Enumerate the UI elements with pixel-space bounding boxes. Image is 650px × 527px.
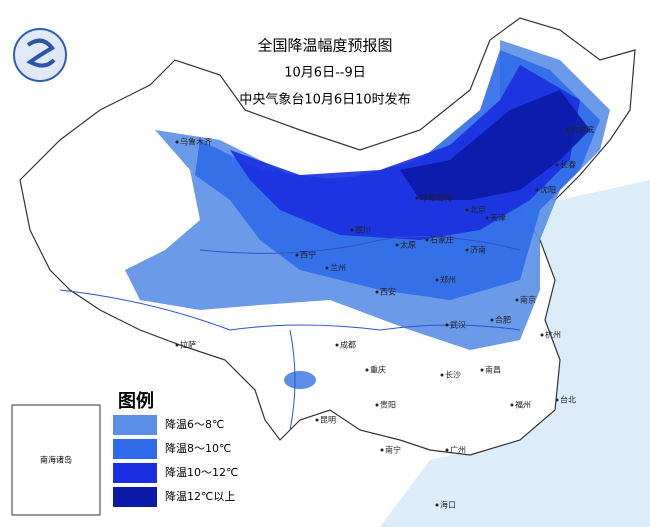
city-label: 哈尔滨 [570, 125, 594, 135]
city-dot [445, 448, 449, 452]
sea [380, 180, 650, 527]
city-dot [435, 278, 439, 282]
map-issuer: 中央气象台10月6日10时发布 [239, 92, 410, 108]
legend-swatch [113, 439, 157, 459]
city-dot [540, 333, 544, 337]
city-label: 贵阳 [380, 400, 396, 410]
city-dot [445, 323, 449, 327]
city-dot [415, 196, 419, 200]
city-label: 台北 [560, 395, 576, 405]
city-label: 广州 [450, 445, 466, 455]
city-dot [175, 140, 179, 144]
city-dot [425, 238, 429, 242]
city-dot [395, 243, 399, 247]
legend-label: 降温12℃以上 [165, 489, 235, 503]
city-label: 成都 [340, 340, 356, 350]
city-label: 西安 [380, 287, 396, 297]
legend-swatch [113, 415, 157, 435]
city-label: 南宁 [385, 445, 401, 455]
city-label: 沈阳 [540, 185, 556, 195]
city-dot [535, 188, 539, 192]
city-label: 呼和浩特 [420, 193, 452, 203]
city-dot [380, 448, 384, 452]
city-dot [515, 298, 519, 302]
city-dot [435, 503, 439, 507]
city-label: 长春 [560, 160, 576, 170]
city-dot [175, 343, 179, 347]
city-label: 福州 [515, 401, 531, 410]
city-label: 郑州 [440, 275, 456, 285]
city-label: 银川 [355, 225, 371, 235]
cooling-area [230, 65, 580, 240]
city-dot [465, 248, 469, 252]
legend: 降温6～8℃ 降温8～10℃ 降温10～12℃ 降温12℃以上 [113, 415, 238, 507]
map-period: 10月6日--9日 [284, 66, 365, 81]
city-dot [375, 403, 379, 407]
city-label: 合肥 [495, 315, 511, 325]
city-label: 乌鲁木齐 [180, 137, 212, 147]
city-dot [335, 343, 339, 347]
city-label: 太原 [400, 240, 416, 250]
legend-label: 降温10～12℃ [165, 465, 238, 479]
city-dot [375, 290, 379, 294]
city-label: 南昌 [485, 365, 501, 375]
inset-label: 南海诸岛 [40, 455, 72, 465]
cooling-areas [125, 40, 610, 389]
legend-swatch [113, 487, 157, 507]
city-dot [295, 253, 299, 257]
city-label: 杭州 [545, 330, 561, 340]
city-label: 拉萨 [180, 340, 196, 350]
cooling-area [400, 90, 590, 200]
city-dot [480, 368, 484, 372]
map-title: 全国降温幅度预报图 [257, 37, 392, 55]
city-label: 武汉 [450, 320, 466, 330]
city-dot [325, 266, 329, 270]
city-label: 长沙 [445, 370, 461, 380]
city-dot [555, 398, 559, 402]
city-label: 南京 [520, 295, 536, 305]
cooling-area [284, 371, 316, 389]
city-labels: 乌鲁木齐拉萨西宁兰州银川呼和浩特北京天津石家庄太原济南郑州西安成都重庆武汉合肥南… [175, 125, 594, 510]
city-label: 北京 [470, 205, 486, 215]
city-label: 天津 [490, 213, 506, 223]
city-dot [350, 228, 354, 232]
city-dot [565, 128, 569, 132]
city-label: 昆明 [320, 416, 336, 425]
city-dot [365, 368, 369, 372]
city-label: 重庆 [370, 365, 386, 375]
city-dot [555, 163, 559, 167]
city-dot [485, 216, 489, 220]
city-label: 济南 [470, 245, 486, 255]
inset-box [11, 404, 101, 516]
city-dot [510, 403, 514, 407]
legend-title: 图例 [118, 390, 154, 412]
rivers [59, 236, 521, 431]
city-dot [465, 208, 469, 212]
city-label: 石家庄 [430, 235, 454, 245]
legend-swatch [113, 463, 157, 483]
legend-label: 降温8～10℃ [165, 441, 231, 455]
city-label: 海口 [440, 500, 456, 510]
city-dot [440, 373, 444, 377]
city-label: 西宁 [300, 250, 316, 260]
city-label: 兰州 [330, 263, 346, 273]
logo-mark [26, 38, 56, 68]
legend-label: 降温6～8℃ [165, 417, 224, 431]
city-dot [490, 318, 494, 322]
city-dot [315, 418, 319, 422]
